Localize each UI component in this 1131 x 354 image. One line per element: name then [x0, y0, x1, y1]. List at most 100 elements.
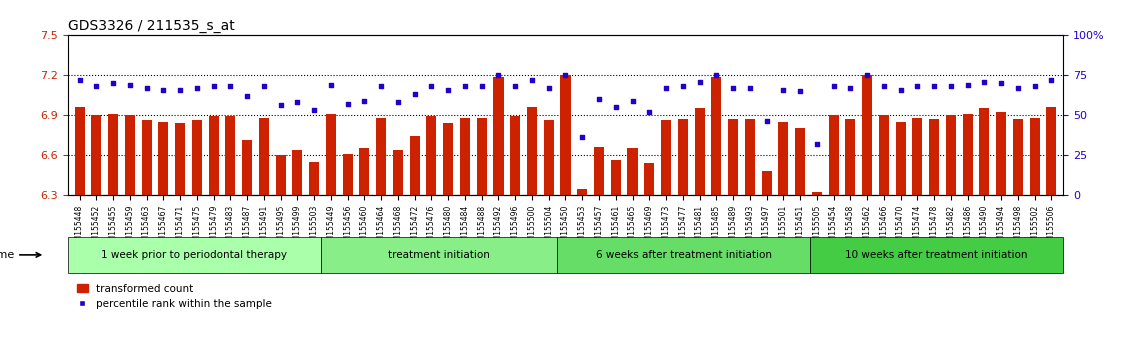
Point [70, 77, 88, 83]
Point [623, 98, 641, 103]
Bar [645, 163, 655, 195]
Point [473, 84, 491, 89]
Bar [242, 140, 252, 195]
Bar [996, 112, 1007, 195]
Point [271, 103, 290, 108]
Text: GDS3326 / 211535_s_at: GDS3326 / 211535_s_at [68, 19, 234, 33]
Bar [476, 118, 486, 195]
Bar [309, 161, 319, 195]
Point [422, 84, 440, 89]
Point [1009, 85, 1027, 91]
Bar [259, 118, 269, 195]
Bar [510, 116, 520, 195]
Bar [979, 108, 990, 195]
Point [992, 80, 1010, 86]
Point [891, 87, 909, 92]
Point [507, 84, 525, 89]
Point [439, 87, 457, 92]
Bar [611, 160, 621, 195]
Point [188, 85, 206, 91]
Point [674, 84, 692, 89]
Bar [443, 123, 454, 195]
Bar [929, 119, 939, 195]
Point [724, 85, 742, 91]
Bar [778, 122, 788, 195]
Bar [326, 114, 336, 195]
Bar [812, 192, 822, 195]
Point [338, 101, 356, 107]
Point [975, 79, 993, 84]
Bar [75, 107, 85, 195]
Point [741, 85, 759, 91]
Bar [493, 76, 503, 195]
Point [389, 99, 407, 105]
Bar [92, 115, 102, 195]
Point [355, 98, 373, 103]
Point [858, 72, 877, 78]
Bar [694, 108, 705, 195]
Bar [561, 75, 570, 195]
Bar [795, 128, 805, 195]
Point [791, 88, 809, 94]
Point [138, 85, 156, 91]
Bar [913, 118, 923, 195]
Point [222, 84, 240, 89]
Point [288, 99, 307, 105]
Bar [377, 118, 386, 195]
Bar [761, 171, 771, 195]
Point [154, 87, 172, 92]
Bar [728, 119, 739, 195]
Text: 6 weeks after treatment initiation: 6 weeks after treatment initiation [596, 250, 771, 260]
Point [758, 119, 776, 124]
Bar [293, 149, 302, 195]
Bar [1029, 118, 1039, 195]
Bar [360, 148, 370, 195]
Bar [745, 119, 754, 195]
Point [657, 85, 675, 91]
Bar [175, 123, 185, 195]
Point [104, 80, 122, 86]
Bar [544, 120, 554, 195]
Point [573, 135, 592, 140]
Point [406, 92, 424, 97]
Point [1043, 77, 1061, 83]
Text: 10 weeks after treatment initiation: 10 weeks after treatment initiation [845, 250, 1028, 260]
Bar [594, 147, 604, 195]
Bar [896, 122, 906, 195]
Bar [845, 119, 855, 195]
Point [523, 77, 541, 83]
Bar [677, 119, 688, 195]
Point [121, 82, 139, 87]
Point [456, 84, 474, 89]
Bar [460, 118, 470, 195]
Bar [392, 149, 403, 195]
Bar [862, 75, 872, 195]
Point [590, 96, 608, 102]
Bar [109, 114, 118, 195]
Point [87, 84, 105, 89]
Bar [225, 116, 235, 195]
Point [925, 84, 943, 89]
Bar [426, 116, 437, 195]
Point [239, 93, 257, 99]
Point [874, 84, 892, 89]
Bar [661, 120, 671, 195]
Point [171, 87, 189, 92]
Point [841, 85, 860, 91]
Point [691, 79, 709, 84]
Legend: transformed count, percentile rank within the sample: transformed count, percentile rank withi… [74, 280, 276, 313]
Bar [124, 115, 135, 195]
Text: time: time [0, 250, 15, 260]
Point [490, 72, 508, 78]
Bar [711, 76, 722, 195]
Point [1026, 84, 1044, 89]
Bar [962, 114, 973, 195]
Point [322, 82, 340, 87]
Bar [1046, 107, 1056, 195]
Bar [527, 107, 537, 195]
Text: 1 week prior to periodontal therapy: 1 week prior to periodontal therapy [102, 250, 287, 260]
Point [556, 72, 575, 78]
Bar [829, 115, 838, 195]
Point [606, 104, 624, 110]
Point [908, 84, 926, 89]
